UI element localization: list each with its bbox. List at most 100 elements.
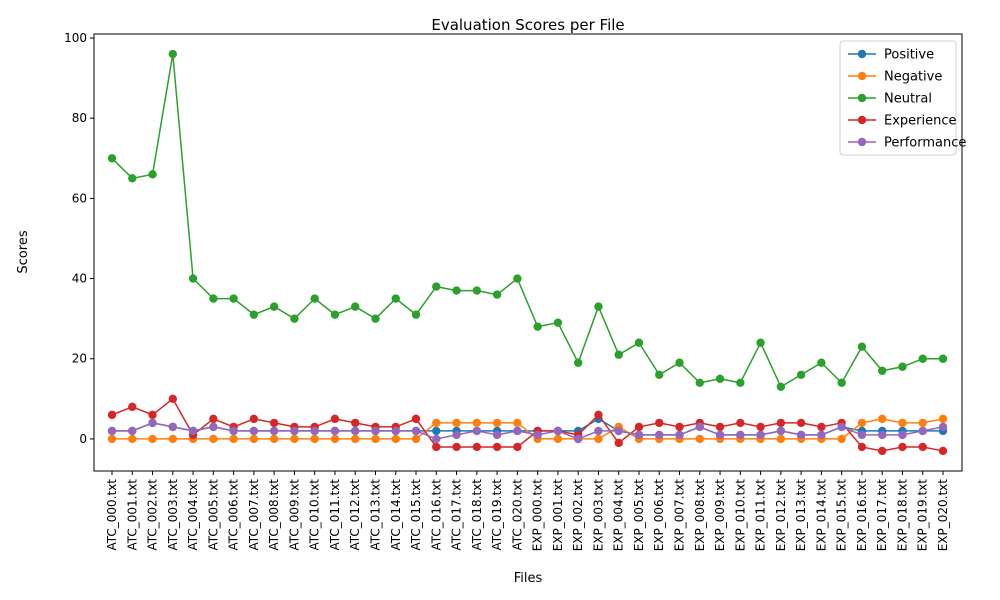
legend-marker-negative [857,71,867,81]
x-tick-label: EXP_015.txt [835,479,849,552]
x-tick-label: EXP_000.txt [531,479,545,552]
x-tick-label: ATC_016.txt [429,479,443,551]
data-point-negative [918,418,927,428]
data-point-performance [918,426,927,436]
data-point-neutral [675,358,684,367]
x-tick-label: ATC_008.txt [267,479,281,551]
data-point-neutral [472,286,482,295]
data-point-negative [229,434,238,444]
legend-label-performance: Performance [884,136,966,151]
data-point-experience [168,394,178,404]
data-point-performance [736,430,745,440]
data-point-negative [432,418,441,428]
data-point-negative [695,434,704,444]
data-point-performance [229,426,238,436]
legend-item-positive: Positive [848,48,934,63]
x-tick-label: EXP_014.txt [814,479,828,552]
x-tick-label: ATC_020.txt [510,479,524,551]
data-point-negative [351,434,360,444]
x-tick-label: EXP_016.txt [855,479,869,552]
data-point-negative [837,434,846,444]
data-point-experience [513,442,522,452]
data-point-performance [148,418,157,428]
data-point-negative [310,434,319,444]
data-point-negative [290,434,299,444]
data-point-experience [796,418,806,428]
x-tick-label: EXP_020.txt [936,479,950,552]
data-point-performance [290,426,299,436]
data-point-performance [796,430,806,440]
data-point-neutral [229,294,238,303]
data-point-neutral [391,294,400,303]
legend-item-performance: Performance [848,136,966,151]
plot-area [107,49,948,456]
data-point-experience [432,442,441,452]
data-point-neutral [249,310,259,319]
data-point-neutral [695,378,704,387]
data-point-neutral [452,286,461,295]
plot-frame [93,33,963,472]
data-point-experience [898,442,907,452]
series-performance [107,418,948,444]
data-point-neutral [776,382,786,392]
data-point-neutral [290,314,299,323]
series-neutral [107,49,948,392]
data-point-performance [269,426,279,436]
data-point-performance [675,430,684,440]
x-tick-label: ATC_013.txt [368,479,382,551]
data-point-neutral [796,370,806,379]
data-point-performance [573,434,583,444]
data-point-experience [452,442,461,452]
data-point-experience [877,446,887,456]
y-tick-label: 40 [72,272,87,286]
legend-marker-neutral [857,93,867,103]
x-tick-label: EXP_006.txt [652,479,666,552]
x-tick-label: EXP_013.txt [794,479,808,552]
data-point-neutral [817,358,826,367]
x-tick-label: ATC_019.txt [490,479,504,551]
x-tick-label: EXP_003.txt [591,479,605,552]
data-point-negative [898,418,907,428]
data-point-experience [330,414,340,424]
data-point-negative [168,434,178,444]
data-point-neutral [330,310,340,319]
data-point-experience [492,442,502,452]
x-tick-label: ATC_004.txt [186,479,200,551]
data-point-neutral [634,338,644,347]
legend-item-experience: Experience [848,114,957,129]
data-point-experience [634,422,644,432]
data-point-experience [918,442,927,452]
data-point-negative [492,418,502,428]
x-tick-label: EXP_010.txt [733,479,747,552]
data-point-negative [452,418,461,428]
x-tick-label: EXP_001.txt [551,479,565,552]
x-tick-label: ATC_010.txt [308,479,322,551]
data-point-negative [938,414,948,424]
data-point-neutral [614,350,623,359]
data-point-neutral [411,310,421,319]
x-tick-label: ATC_002.txt [146,479,160,551]
data-point-performance [695,422,704,432]
x-tick-label: EXP_018.txt [895,479,909,552]
x-tick-label: ATC_006.txt [227,479,241,551]
x-tick-label: ATC_000.txt [105,479,119,551]
legend-item-neutral: Neutral [848,92,932,107]
data-point-experience [411,414,421,424]
data-point-performance [432,434,441,444]
y-tick-label: 0 [79,432,87,446]
data-point-experience [655,418,664,428]
y-tick-label: 60 [72,191,87,205]
legend-marker-positive [857,49,867,59]
data-point-neutral [573,358,583,367]
legend-marker-experience [857,115,867,125]
data-point-negative [148,434,157,444]
x-tick-label: ATC_015.txt [409,479,423,551]
data-point-experience [817,422,826,432]
x-tick-label: ATC_005.txt [206,479,220,551]
data-point-negative [553,434,563,444]
data-point-experience [148,410,157,420]
data-point-performance [492,430,502,440]
data-point-neutral [128,174,137,183]
data-point-neutral [371,314,380,323]
data-point-neutral [837,378,846,387]
